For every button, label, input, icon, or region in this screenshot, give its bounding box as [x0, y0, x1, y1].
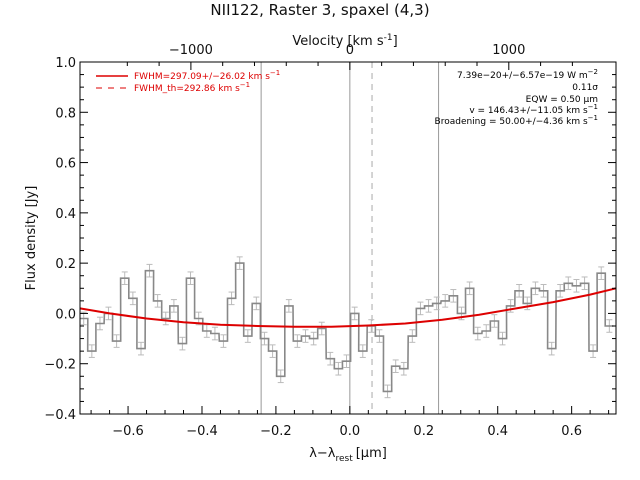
- y-tick-label: 1.0: [55, 56, 76, 71]
- top-axis-label-end: ]: [393, 34, 398, 49]
- y-tick-label: −0.4: [44, 408, 76, 423]
- error-bars-layer: [80, 256, 613, 399]
- legend: FWHM=297.09+/−26.02 km s−1 FWHM_th=292.8…: [96, 69, 280, 94]
- annotation-eqw: EQW = 0.50 μm: [526, 95, 598, 105]
- top-tick-label: 1000: [492, 43, 525, 58]
- data-layer: [79, 262, 617, 393]
- x-axis-label-unit: [μm]: [356, 446, 387, 461]
- top-axis-label-sup: -1: [384, 33, 393, 43]
- fit-annotations: 7.39e−20+/−6.57e−19 W m−2 0.11σ EQW = 0.…: [435, 68, 599, 127]
- y-tick-label: 0.0: [55, 307, 76, 322]
- fit-curve: [79, 287, 617, 328]
- top-tick-label: −1000: [169, 43, 213, 58]
- x-axis-label: λ−λrest [μm]: [309, 446, 387, 464]
- axes-layer: −0.6 −0.4 −0.2 0.0 0.2 0.4 0.6 −1000 0 1000 −0.4 −0…: [44, 43, 617, 439]
- x-tick-label: −0.4: [186, 424, 218, 439]
- spectrum-histogram: [80, 262, 614, 393]
- top-axis-label-main: Velocity [km s: [292, 34, 384, 49]
- top-tick-label: 0: [346, 43, 354, 58]
- y-tick-label: 0.8: [55, 106, 76, 121]
- x-tick-label: 0.0: [340, 424, 361, 439]
- y-tick-label: 0.4: [55, 207, 76, 222]
- x-tick-label: 0.2: [413, 424, 434, 439]
- x-axis-label-main: λ−λ: [309, 446, 336, 461]
- annotation-velocity: v = 146.43+/−11.05 km s−1: [469, 103, 598, 116]
- y-tick-label: −0.2: [44, 358, 76, 373]
- x-tick-label: −0.6: [112, 424, 144, 439]
- chart-title: NII122, Raster 3, spaxel (4,3): [210, 1, 429, 19]
- annotation-broadening: Broadening = 50.00+/−4.36 km s−1: [435, 114, 598, 127]
- x-tick-label: 0.4: [487, 424, 508, 439]
- legend-text-fwhm: FWHM=297.09+/−26.02 km s−1: [134, 69, 280, 82]
- legend-text-fwhm-th: FWHM_th=292.86 km s−1: [134, 81, 250, 94]
- x-tick-label: −0.2: [260, 424, 292, 439]
- annotation-sigma: 0.11σ: [572, 83, 598, 93]
- y-tick-label: 0.6: [55, 157, 76, 172]
- x-tick-label: 0.6: [561, 424, 582, 439]
- y-tick-label: 0.2: [55, 257, 76, 272]
- x-axis-label-sub: rest: [335, 454, 353, 464]
- y-axis-label: Flux density [Jy]: [24, 186, 39, 291]
- top-axis-label: Velocity [km s-1]: [292, 33, 397, 49]
- annotation-flux: 7.39e−20+/−6.57e−19 W m−2: [457, 68, 598, 81]
